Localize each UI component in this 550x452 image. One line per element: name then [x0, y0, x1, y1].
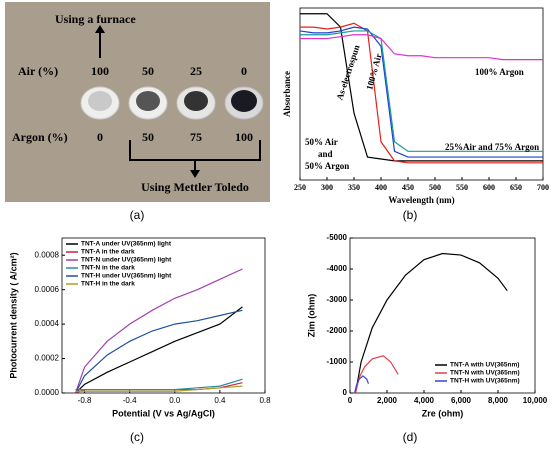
plot-frame [299, 7, 544, 181]
series-line [74, 268, 243, 394]
series-line [354, 355, 399, 394]
y-tick-label: -4000 [327, 264, 348, 273]
series-line [75, 309, 243, 394]
x-tick-label: 450 [402, 183, 414, 192]
label: 100 [91, 64, 109, 78]
x-tick-label: 300 [321, 183, 333, 192]
x-tick-label: 500 [429, 183, 441, 192]
y-tick-label: 0.0004 [35, 319, 60, 328]
legend-label: TNT-H under UV(365nm) light [81, 273, 172, 280]
legend-label: TNT-A in the dark [81, 249, 135, 256]
label: 25 [190, 64, 202, 78]
y-tick-label: 0.0000 [35, 388, 60, 397]
x-tick-label: 600 [483, 183, 495, 192]
label: 75 [190, 130, 202, 144]
x-tick-label: 2,000 [377, 396, 398, 405]
series-line [299, 26, 543, 158]
annotation: As-electrospun [334, 44, 361, 102]
label: Air (%) [18, 64, 58, 78]
series-line [75, 385, 243, 392]
series-line [300, 22, 543, 164]
x-axis-label: Potential (V vs Ag/AgCl) [112, 408, 215, 418]
x-tick-label: 650 [510, 183, 522, 192]
y-tick-label: -2000 [327, 326, 348, 335]
x-tick-label: 700 [537, 183, 549, 192]
label: 50 [142, 64, 154, 78]
y-tick-label: -3000 [327, 295, 348, 304]
x-tick-label: 400 [375, 183, 387, 192]
x-tick-label: -0.8 [78, 396, 92, 405]
label: Using a furnace [55, 12, 136, 26]
series-line [75, 306, 243, 394]
legend-label: TNT-N in the dark [81, 265, 135, 272]
x-tick-label: 0.4 [214, 396, 226, 405]
x-tick-label: 350 [348, 183, 360, 192]
panel-label: (b) [403, 208, 418, 222]
series-line [300, 30, 543, 152]
y-tick-label: 0.0006 [35, 285, 60, 294]
x-tick-label: 10,000 [523, 396, 548, 405]
x-tick-label: 0.0 [169, 396, 181, 405]
series-line [75, 378, 243, 391]
x-tick-label: 4,000 [414, 396, 435, 405]
annotation: 100% Air [364, 52, 383, 91]
annotation: 100% Argon [475, 67, 524, 77]
y-axis-label: Photocurrent density ( A/cm²) [8, 252, 18, 378]
legend-label: TNT-H in the dark [81, 281, 135, 288]
x-tick-label: 550 [456, 183, 468, 192]
arrowhead [95, 25, 105, 33]
legend-label: TNT-A with UV(365nm) [450, 362, 519, 369]
y-axis-label: Zim (ohm) [306, 294, 316, 338]
label: Argon (%) [12, 130, 68, 144]
panel-label: (a) [130, 208, 145, 222]
panel-label: (c) [130, 430, 144, 444]
y-tick-label: 0 [343, 388, 348, 397]
panel-label: (d) [403, 430, 418, 444]
x-tick-label: -0.4 [123, 396, 137, 405]
legend-label: TNT-N under UV(365nm) light [81, 257, 172, 264]
label: 100 [235, 130, 253, 144]
y-tick-label: -5000 [327, 233, 348, 242]
x-tick-label: 250 [294, 183, 306, 192]
annotation: 50% Argon [305, 161, 349, 171]
x-tick-label: 6,000 [451, 396, 472, 405]
plot-frame [61, 237, 266, 394]
x-axis-label: Wavelength (nm) [388, 195, 454, 205]
arrowhead [190, 170, 200, 178]
label: 0 [241, 64, 247, 78]
y-axis-label: Absorbance [282, 71, 292, 117]
legend-label: TNT-H with UV(365nm) [450, 378, 520, 385]
y-tick-label: 0.0002 [35, 354, 60, 363]
x-tick-label: 8,000 [488, 396, 509, 405]
photo-labels: Using a furnace Air (%) 100 50 25 0 Argo… [12, 12, 261, 194]
y-tick-label: -1000 [327, 357, 348, 366]
label: 0 [97, 130, 103, 144]
plot-frame [349, 237, 536, 394]
series-line [354, 375, 370, 394]
annotation: 50% Air [305, 137, 338, 147]
label: Using Mettler Toledo [141, 180, 249, 194]
x-axis-label: Zre (ohm) [422, 408, 464, 418]
legend-label: TNT-A under UV(365nm) light [81, 241, 172, 248]
annotation: and [318, 149, 333, 159]
caps [80, 86, 264, 120]
series-line [300, 34, 543, 61]
series-line [354, 252, 508, 394]
annotation: 25%Air and 75% Argon [445, 142, 539, 152]
x-tick-label: 0.8 [259, 396, 271, 405]
y-tick-label: 0.0008 [35, 250, 60, 259]
legend-label: TNT-N with UV(365nm) [450, 370, 520, 377]
x-tick-label: 0 [348, 396, 353, 405]
label: 50 [142, 130, 154, 144]
